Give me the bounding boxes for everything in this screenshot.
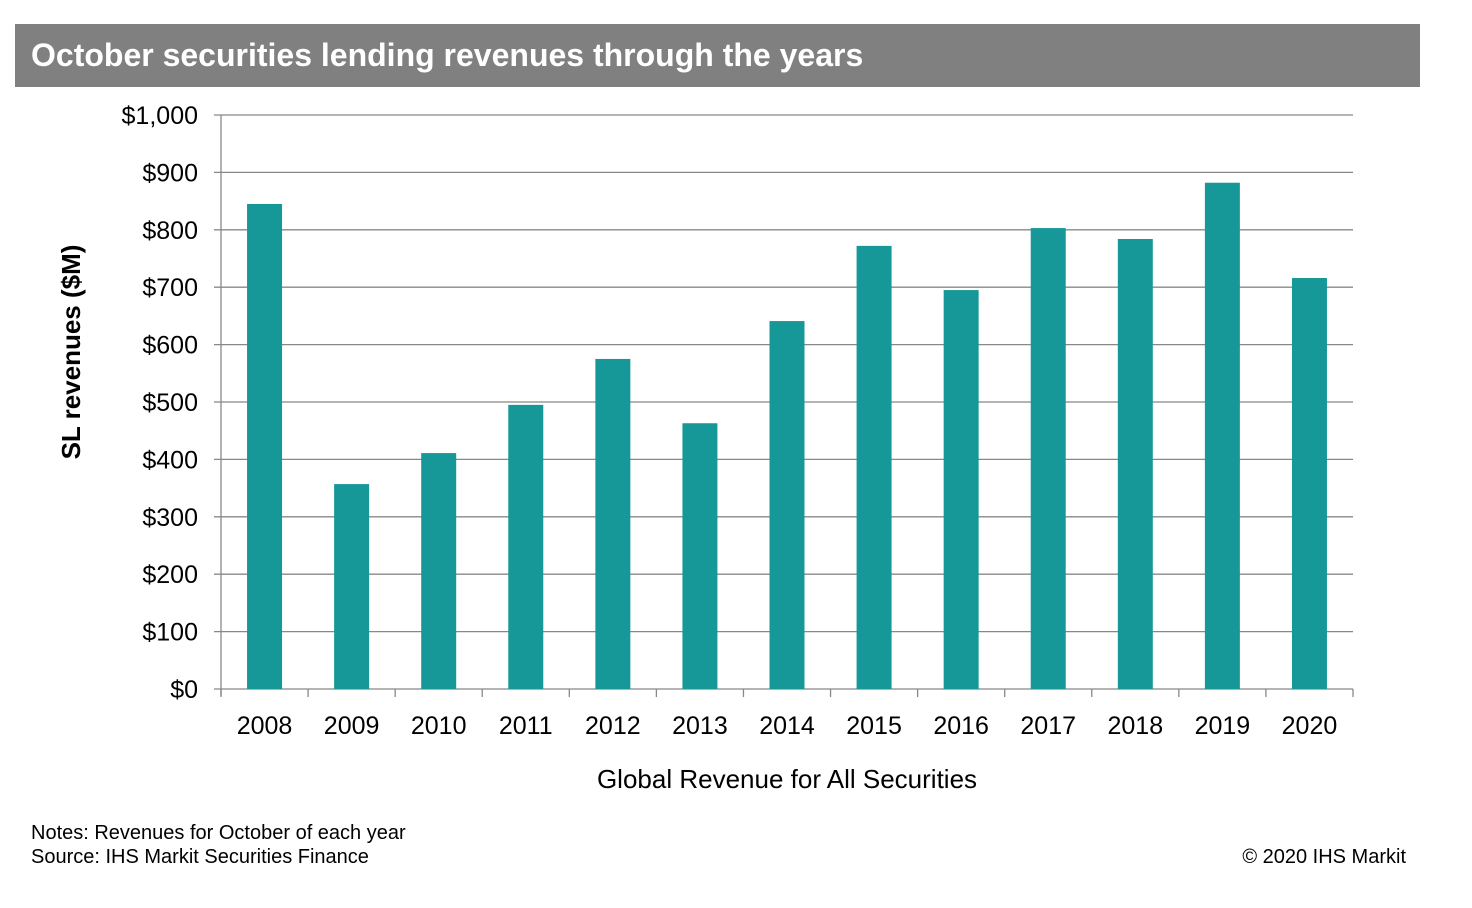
source-text: Source: IHS Markit Securities Finance — [31, 846, 369, 868]
x-tick-label: 2008 — [237, 712, 293, 740]
x-tick-label: 2017 — [1020, 712, 1076, 740]
x-axis-label: Global Revenue for All Securities — [597, 764, 977, 794]
bar-2013 — [682, 423, 718, 689]
x-tick-label: 2011 — [499, 712, 553, 740]
y-tick-label: $100 — [142, 619, 198, 647]
bar-2014 — [769, 321, 805, 689]
x-tick-label: 2015 — [846, 712, 902, 740]
copyright-text: © 2020 IHS Markit — [1242, 846, 1406, 868]
bar-2009 — [334, 484, 370, 689]
y-tick-label: $400 — [142, 446, 198, 474]
bar-2008 — [247, 203, 283, 689]
y-tick-label: $800 — [142, 217, 198, 245]
y-tick-label: $900 — [142, 159, 198, 187]
bar-2010 — [421, 453, 457, 689]
bar-2020 — [1291, 278, 1327, 689]
chart-title: October securities lending revenues thro… — [31, 37, 864, 73]
x-tick-label: 2016 — [933, 712, 989, 740]
x-tick-label: 2014 — [759, 712, 815, 740]
bar-2015 — [856, 245, 892, 689]
x-tick-label: 2012 — [585, 712, 641, 740]
x-tick-label: 2019 — [1195, 712, 1251, 740]
notes-text: Notes: Revenues for October of each year — [31, 822, 406, 844]
bar-2018 — [1117, 238, 1153, 689]
y-tick-label: $700 — [142, 274, 198, 302]
x-tick-label: 2018 — [1107, 712, 1163, 740]
bar-2012 — [595, 358, 631, 689]
x-tick-label: 2010 — [411, 712, 467, 740]
title-bar: October securities lending revenues thro… — [15, 24, 1420, 87]
bar-2019 — [1204, 182, 1240, 689]
y-tick-label: $600 — [142, 332, 198, 360]
y-tick-label: $300 — [142, 504, 198, 532]
bar-2011 — [508, 404, 544, 689]
y-tick-label: $500 — [142, 389, 198, 417]
bar-2016 — [943, 290, 979, 689]
x-tick-label: 2013 — [672, 712, 728, 740]
y-tick-label: $200 — [142, 561, 198, 589]
y-tick-label: $1,000 — [122, 102, 198, 130]
bar-2017 — [1030, 228, 1066, 689]
x-tick-label: 2020 — [1282, 712, 1338, 740]
x-tick-label: 2009 — [324, 712, 380, 740]
y-tick-label: $0 — [170, 676, 198, 704]
y-axis-label: SL revenues ($M) — [56, 245, 86, 460]
